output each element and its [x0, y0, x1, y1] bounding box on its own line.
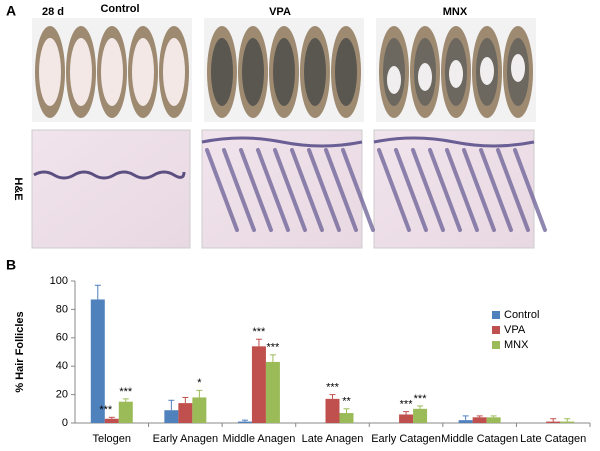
mouse-patch — [480, 57, 494, 85]
mouse-patch — [449, 60, 463, 88]
bar — [546, 421, 561, 423]
bar — [325, 398, 340, 423]
mouse-back — [335, 38, 357, 106]
significance: * — [197, 377, 202, 389]
follicle — [428, 148, 462, 232]
panel-label: A — [6, 3, 16, 19]
histology-vpa — [201, 129, 363, 249]
follicle — [479, 148, 513, 232]
x-tick-label: Early Anagen — [153, 433, 218, 445]
follicle — [377, 148, 411, 232]
bar — [458, 420, 473, 423]
stain-label: H&E — [12, 177, 24, 200]
follicle — [307, 148, 341, 232]
y-tick-label: 40 — [56, 360, 68, 372]
mouse-back — [211, 38, 233, 106]
y-tick-label: 100 — [50, 275, 68, 287]
mice — [35, 26, 533, 118]
legend-swatch — [492, 311, 500, 319]
follicle — [394, 148, 428, 232]
epidermis — [201, 136, 363, 148]
group-label: VPA — [269, 6, 291, 18]
bar — [251, 346, 266, 423]
bar — [265, 361, 280, 423]
x-tick-label: Late Anagen — [302, 433, 364, 445]
follicle — [290, 148, 324, 232]
follicle — [496, 148, 530, 232]
follicle — [222, 148, 256, 232]
mouse-patch — [511, 54, 525, 82]
epidermis — [373, 136, 535, 148]
y-tick-label: 80 — [56, 303, 68, 315]
follicles — [201, 136, 547, 232]
x-tick-label: Late Catagen — [520, 433, 586, 445]
bar — [178, 403, 193, 423]
day-label: 28 d — [42, 6, 64, 18]
x-tick-label: Early Catagen — [371, 433, 441, 445]
follicle — [445, 148, 479, 232]
panel-label: B — [6, 257, 16, 273]
bar — [192, 397, 207, 423]
legend-label: Control — [504, 309, 539, 321]
follicle — [239, 148, 273, 232]
mouse-back — [101, 38, 123, 106]
follicle — [513, 148, 547, 232]
significance: *** — [326, 382, 340, 394]
significance: ** — [342, 396, 351, 408]
follicle — [411, 148, 445, 232]
bar — [560, 421, 575, 423]
follicle — [256, 148, 290, 232]
bar — [90, 299, 105, 423]
mouse-patch — [387, 66, 401, 94]
bar — [472, 417, 487, 423]
significance: *** — [119, 386, 133, 398]
bar — [486, 417, 501, 423]
legend-swatch — [492, 326, 500, 334]
significance: *** — [99, 404, 113, 416]
follicle — [462, 148, 496, 232]
significance: *** — [414, 393, 428, 405]
bar — [104, 418, 119, 423]
epidermis — [33, 170, 186, 180]
mouse-patch — [418, 63, 432, 91]
follicle — [324, 148, 358, 232]
x-tick-label: Middle Catagen — [441, 433, 518, 445]
legend-label: VPA — [504, 324, 526, 336]
bar — [237, 421, 252, 423]
follicle — [205, 148, 239, 232]
mouse-back — [163, 38, 185, 106]
mouse-back — [132, 38, 154, 106]
bar — [339, 413, 354, 423]
legend-label: MNX — [504, 339, 529, 351]
follicle — [341, 148, 375, 232]
mouse-back — [273, 38, 295, 106]
significance: *** — [400, 399, 414, 411]
histology-control — [31, 129, 191, 249]
y-tick-label: 20 — [56, 389, 68, 401]
y-tick-label: 0 — [62, 417, 68, 429]
group-label: MNX — [443, 6, 468, 18]
y-axis-label: % Hair Follicles — [14, 311, 26, 392]
mouse-back — [304, 38, 326, 106]
bar — [118, 401, 133, 423]
bar — [413, 408, 428, 423]
bar — [164, 410, 179, 423]
significance: *** — [253, 326, 267, 338]
bar — [399, 414, 414, 423]
histology-mnx — [373, 129, 535, 249]
legend-swatch — [492, 341, 500, 349]
x-tick-label: Telogen — [93, 433, 132, 445]
y-tick-label: 60 — [56, 332, 68, 344]
group-label: Control — [100, 3, 139, 15]
mouse-back — [242, 38, 264, 106]
x-tick-label: Middle Anagen — [223, 433, 296, 445]
mouse-back — [70, 38, 92, 106]
significance: *** — [267, 342, 281, 354]
follicle — [273, 148, 307, 232]
mouse-back — [39, 38, 61, 106]
